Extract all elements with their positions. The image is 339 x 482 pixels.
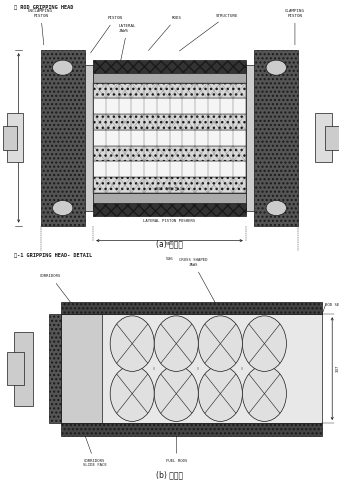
Bar	[93, 177, 246, 193]
Ellipse shape	[110, 366, 154, 421]
Text: Ⓐ ROD GRIPPING HEAD: Ⓐ ROD GRIPPING HEAD	[14, 5, 73, 10]
Bar	[93, 73, 246, 83]
Text: 337: 337	[336, 365, 339, 373]
Text: RODS: RODS	[148, 16, 181, 51]
Bar	[93, 161, 246, 177]
Text: Ⓐ-1 GRIPPING HEAD- DETAIL: Ⓐ-1 GRIPPING HEAD- DETAIL	[14, 253, 92, 258]
Text: UNCLAMPING
PISTON: UNCLAMPING PISTON	[28, 9, 53, 45]
Bar	[93, 203, 246, 215]
Bar	[320, 133, 339, 143]
Bar	[246, 65, 254, 211]
Bar	[254, 50, 298, 226]
Ellipse shape	[154, 316, 198, 372]
Bar	[61, 302, 322, 314]
Text: ROD SE-THICKNO ST: ROD SE-THICKNO ST	[325, 303, 339, 307]
Text: 450: 450	[9, 134, 14, 142]
Text: STRUCTURE: STRUCTURE	[179, 13, 238, 51]
Bar	[49, 314, 61, 423]
Bar	[173, 366, 180, 372]
Ellipse shape	[198, 366, 242, 421]
Text: CORRIDORS
SLIDE FACE: CORRIDORS SLIDE FACE	[82, 428, 107, 468]
Bar	[93, 114, 246, 130]
Ellipse shape	[110, 316, 154, 372]
Ellipse shape	[198, 316, 242, 372]
Text: SEE THE Ⓐ-1: SEE THE Ⓐ-1	[156, 187, 183, 190]
Ellipse shape	[242, 366, 286, 421]
Bar	[93, 146, 246, 161]
Bar	[93, 60, 246, 73]
Text: CYLINDER: CYLINDER	[330, 140, 334, 161]
Ellipse shape	[242, 316, 286, 372]
Ellipse shape	[154, 366, 198, 421]
Text: 556: 556	[165, 242, 174, 246]
Text: (a) 전체도: (a) 전체도	[156, 239, 183, 248]
Text: (b) 부분도: (b) 부분도	[156, 471, 183, 480]
Bar	[325, 126, 339, 150]
Bar	[217, 366, 224, 372]
Circle shape	[266, 60, 286, 75]
Text: CLAMPING
PISTON: CLAMPING PISTON	[285, 9, 305, 45]
Bar	[315, 113, 332, 162]
Bar	[93, 83, 246, 98]
Circle shape	[53, 60, 73, 75]
Bar	[7, 113, 23, 162]
Bar	[93, 98, 246, 114]
Text: LATERAL PISTON PUSHERS: LATERAL PISTON PUSHERS	[143, 219, 196, 223]
Text: LATERAL
JAWS: LATERAL JAWS	[117, 24, 136, 80]
Text: 536: 536	[165, 257, 174, 261]
Bar	[14, 332, 33, 405]
Bar	[261, 366, 268, 372]
Bar	[93, 83, 246, 193]
Bar	[85, 65, 93, 211]
Text: FUEL RODS: FUEL RODS	[165, 428, 187, 463]
Bar	[41, 50, 85, 226]
Bar	[3, 126, 17, 150]
Circle shape	[266, 201, 286, 215]
Circle shape	[53, 201, 73, 215]
Bar	[93, 130, 246, 146]
Text: CORRIDORS: CORRIDORS	[40, 274, 80, 314]
Bar	[93, 193, 246, 203]
Bar	[129, 366, 136, 372]
Bar	[61, 314, 102, 423]
Text: CROSS SHAPED
JAWS: CROSS SHAPED JAWS	[179, 258, 219, 309]
Bar	[61, 314, 322, 423]
Text: PISTON: PISTON	[91, 16, 123, 53]
Bar	[7, 352, 24, 385]
Bar	[61, 423, 322, 436]
